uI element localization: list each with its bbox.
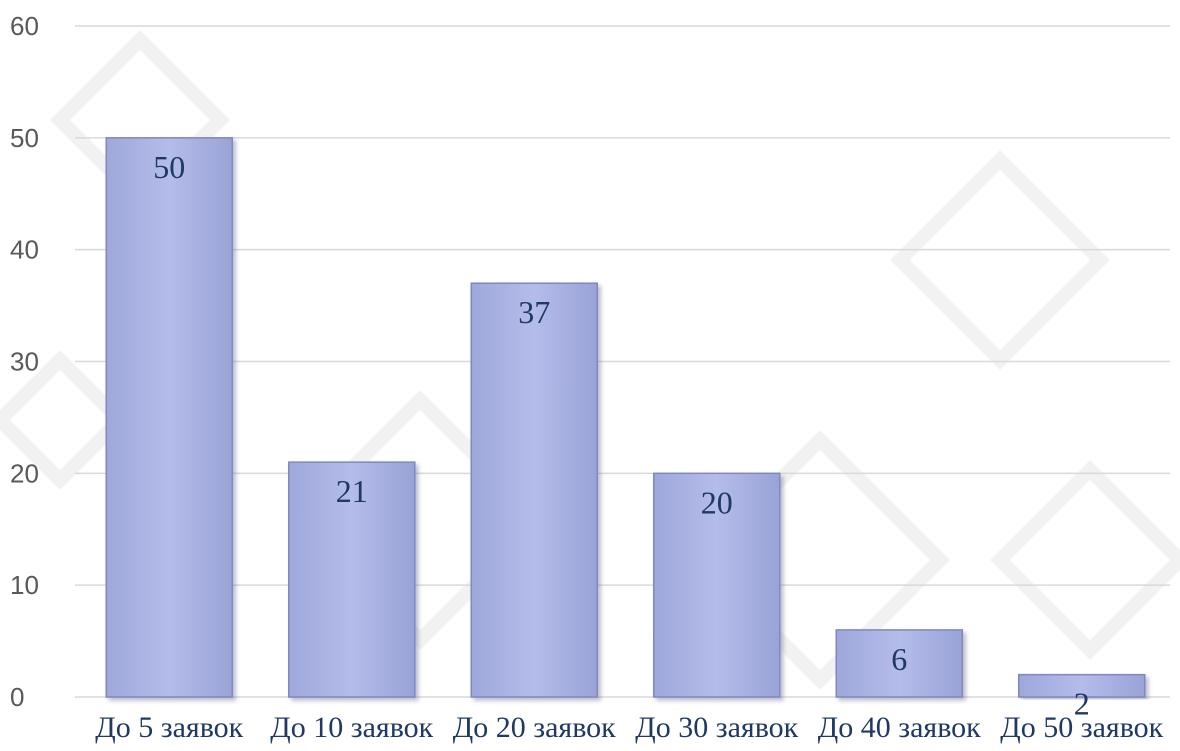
gridlines	[75, 25, 1170, 698]
x-tick-label: До 10 заявок	[270, 711, 433, 744]
bar	[1018, 673, 1146, 698]
bar	[105, 137, 233, 698]
x-tick-label: До 20 заявок	[453, 711, 616, 744]
y-tick-label: 0	[10, 682, 24, 712]
data-label: 50	[153, 149, 185, 185]
x-tick-label: До 30 заявок	[635, 711, 798, 744]
bar	[470, 282, 598, 698]
bar	[288, 461, 416, 698]
x-tick-label: До 40 заявок	[818, 711, 981, 744]
x-tick-label: До 5 заявок	[95, 711, 243, 744]
data-labels: 50 21 37 20 6 2	[153, 149, 1090, 722]
y-tick-label: 20	[10, 458, 39, 488]
y-axis-ticks: 0 10 20 30 40 50 60	[10, 11, 39, 712]
bar	[835, 629, 963, 698]
data-label: 21	[336, 473, 368, 509]
y-tick-label: 60	[10, 11, 39, 41]
x-axis-ticks: До 5 заявок До 10 заявок До 20 заявок До 30…	[95, 711, 1163, 744]
data-label: 6	[891, 641, 907, 677]
y-tick-label: 30	[10, 347, 39, 377]
y-tick-label: 50	[10, 123, 39, 153]
bar	[653, 472, 781, 698]
x-tick-label: До 50 заявок	[1000, 711, 1163, 744]
y-tick-label: 40	[10, 235, 39, 265]
data-label: 37	[518, 294, 550, 330]
bars	[105, 137, 1146, 698]
y-tick-label: 10	[10, 570, 39, 600]
data-label: 20	[701, 484, 733, 520]
data-label: 2	[1074, 686, 1090, 722]
